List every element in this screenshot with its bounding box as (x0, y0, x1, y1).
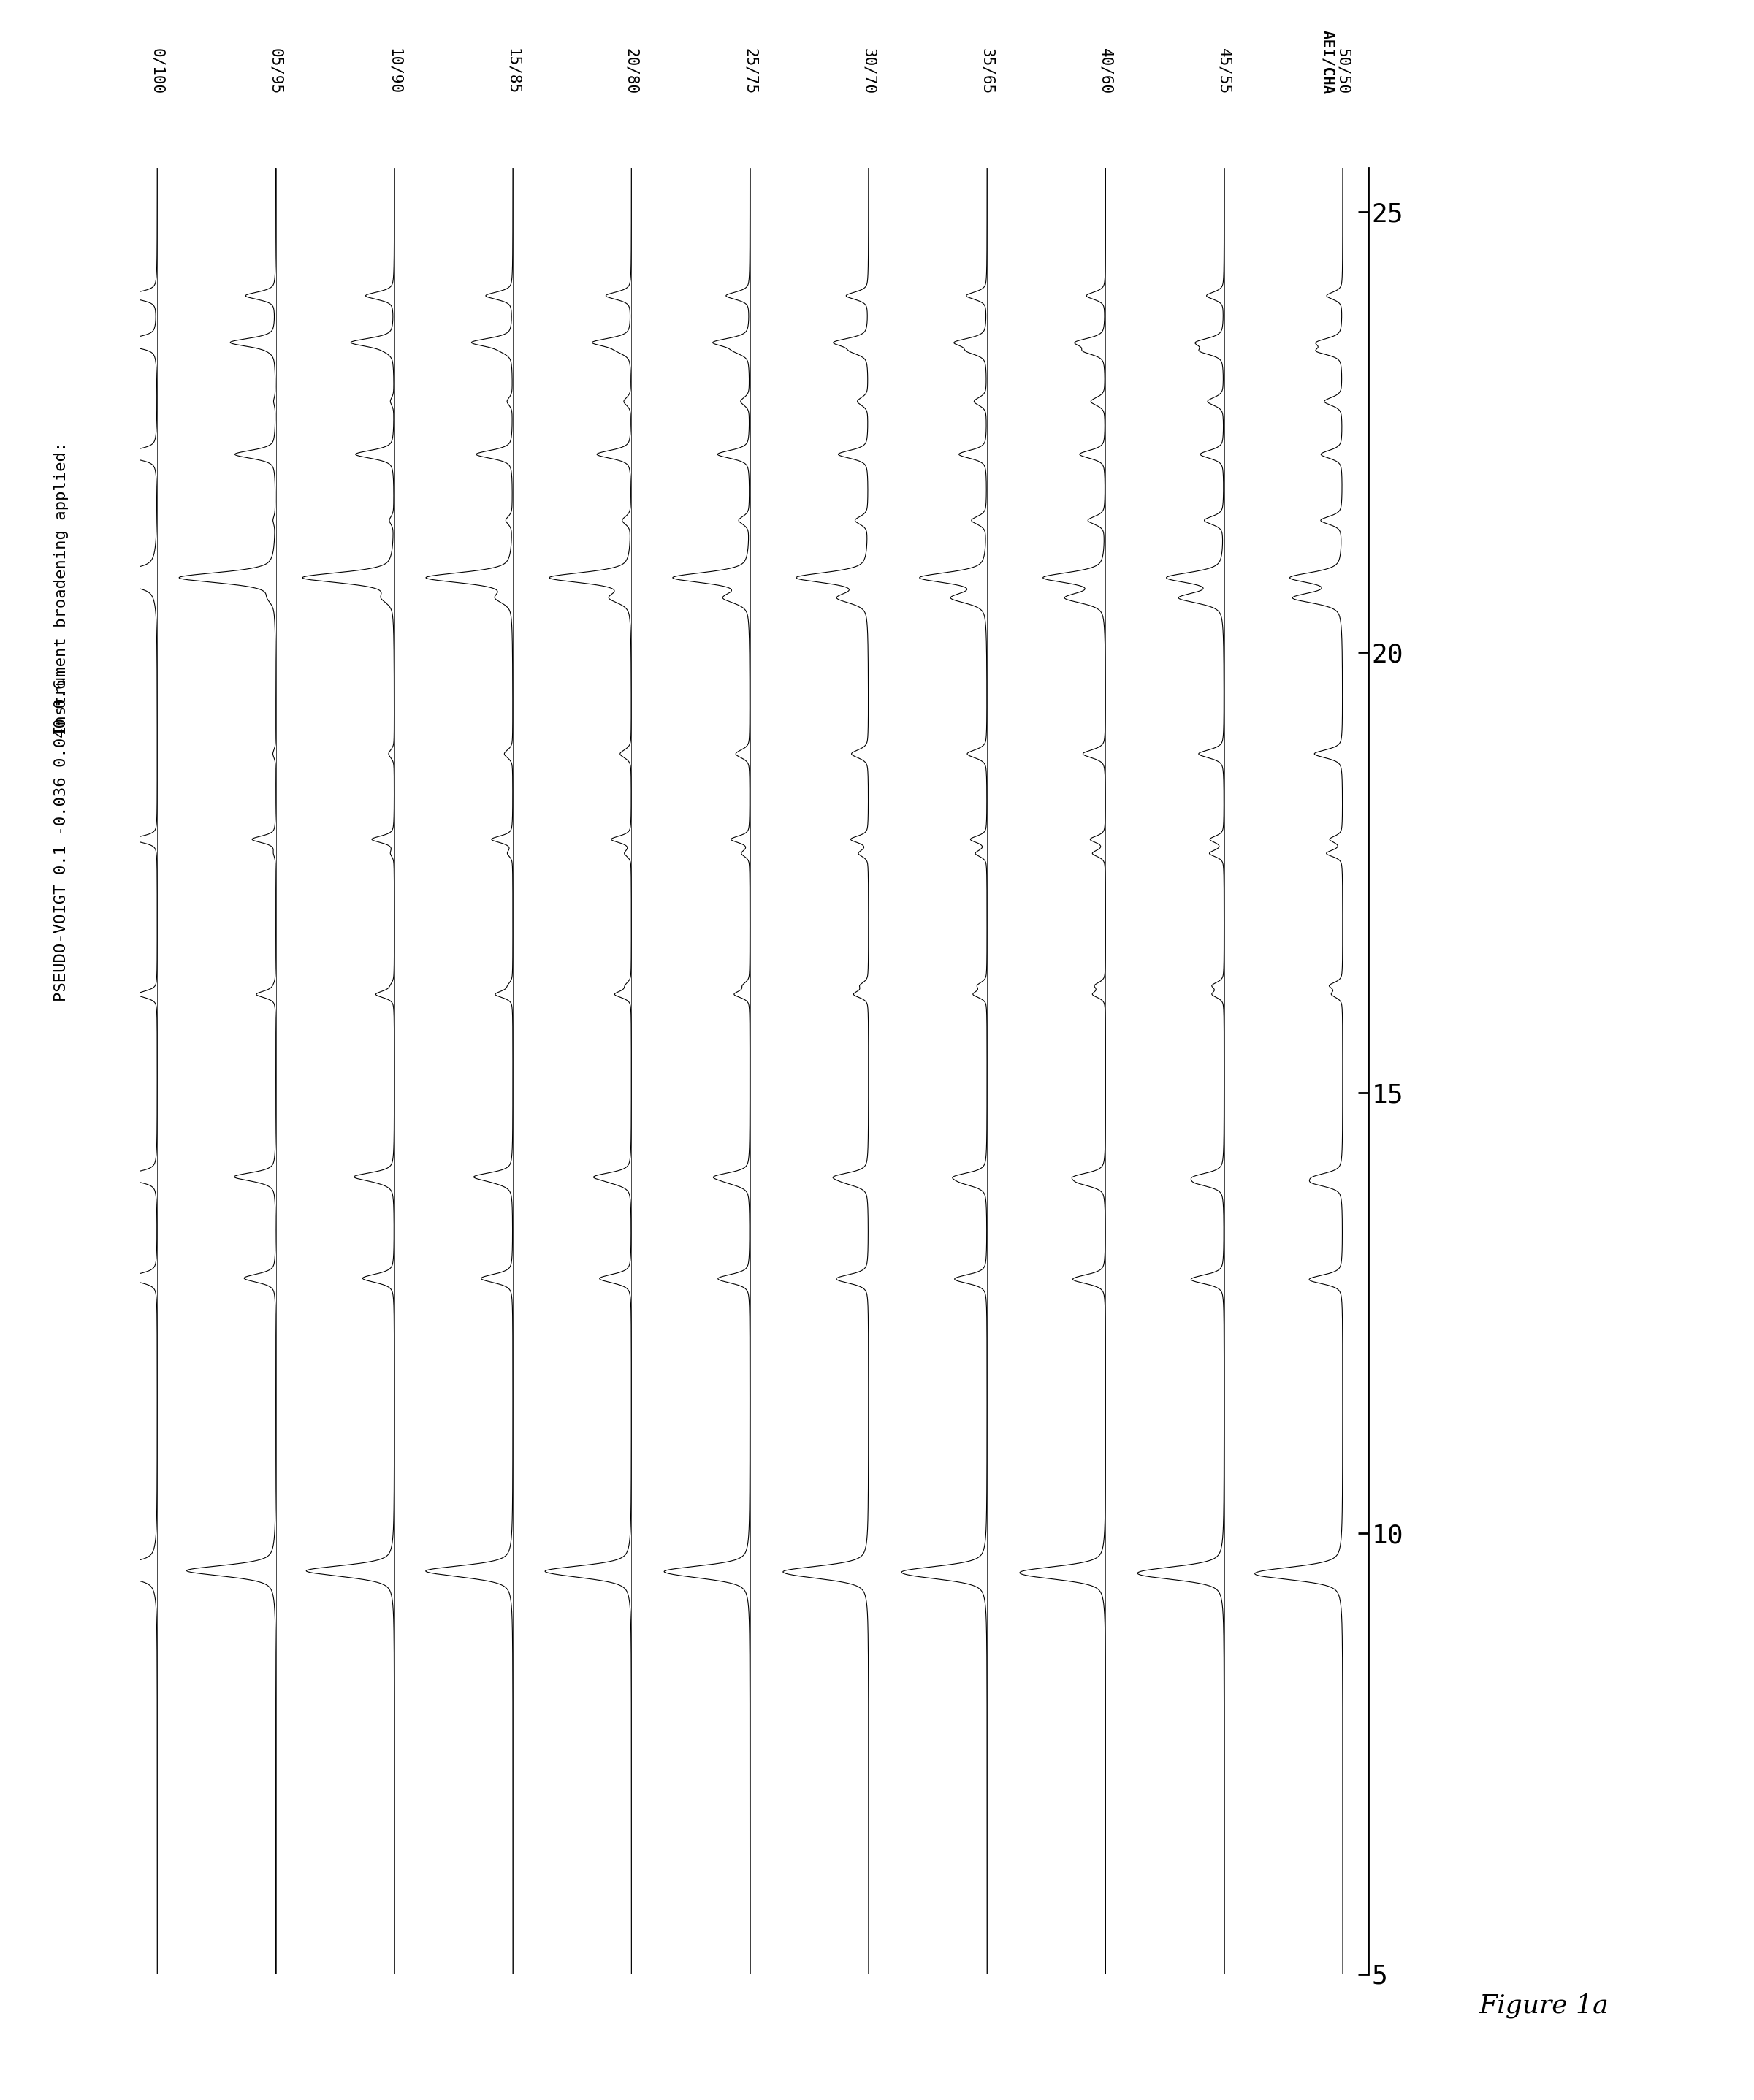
Text: AEI/CHA: AEI/CHA (1321, 29, 1335, 94)
Text: 30/70: 30/70 (861, 48, 875, 94)
Text: Instrument broadening applied:: Instrument broadening applied: (54, 441, 68, 735)
Text: 45/55: 45/55 (1217, 48, 1231, 94)
Text: 40/60: 40/60 (1098, 48, 1114, 94)
Text: 35/65: 35/65 (980, 48, 995, 94)
Text: 15/85: 15/85 (505, 48, 521, 94)
Text: 25/75: 25/75 (742, 48, 758, 94)
Text: PSEUDO-VOIGT 0.1 -0.036 0.040 0.6: PSEUDO-VOIGT 0.1 -0.036 0.040 0.6 (54, 678, 68, 1002)
Text: 50/50: 50/50 (1335, 48, 1351, 94)
Text: 20/80: 20/80 (624, 48, 638, 94)
Text: Figure 1a: Figure 1a (1479, 1993, 1608, 2018)
Text: 05/95: 05/95 (268, 48, 282, 94)
Text: 10/90: 10/90 (388, 48, 402, 94)
Text: 0/100: 0/100 (149, 48, 165, 94)
